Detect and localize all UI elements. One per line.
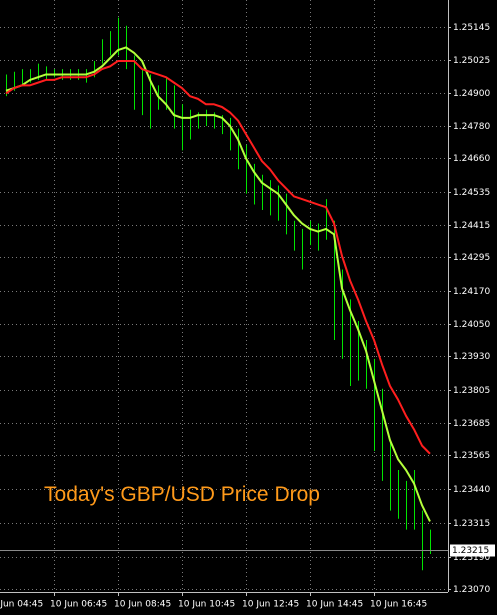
y-tick-label: 1.24535 [453,188,490,198]
y-tick-label: 1.24415 [453,221,490,231]
x-tick-label: 10 Jun 12:45 [242,600,299,610]
current-price-box [450,544,495,557]
y-tick-label: 1.23315 [453,519,490,529]
y-tick-label: 1.25025 [453,56,490,66]
x-tick-label: 10 Jun 10:45 [178,600,235,610]
y-tick-label: 1.23565 [453,451,490,461]
y-tick-label: 1.24050 [453,320,490,330]
y-tick-label: 1.24780 [453,122,490,132]
y-tick-label: 1.23070 [453,585,490,595]
y-tick-label: 1.24900 [453,89,490,99]
y-tick-label: 1.23930 [453,352,490,362]
x-tick-label: 10 Jun 06:45 [50,600,107,610]
x-tick-label: 10 Jun 14:45 [306,600,363,610]
x-tick-label: 10 Jun 04:45 [0,600,43,610]
y-tick-label: 1.23190 [453,553,490,563]
current-price-label: 1.23215 [452,546,489,556]
moving-average-line [5,59,431,455]
annotation: Today's GBP/USD Price Drop [44,483,320,506]
y-tick-label: 1.23440 [453,485,490,495]
y-tick-label: 1.24170 [453,287,490,297]
moving-average-line [5,46,431,522]
plot-area [0,0,448,590]
y-tick-label: 1.24660 [453,154,490,164]
y-tick-label: 1.25145 [453,23,490,33]
y-tick-label: 1.24295 [453,253,490,263]
y-tick-label: 1.23685 [453,419,490,429]
x-tick-label: 10 Jun 16:45 [370,600,427,610]
y-tick-label: 1.23805 [453,386,490,396]
x-tick-label: 10 Jun 08:45 [114,600,171,610]
